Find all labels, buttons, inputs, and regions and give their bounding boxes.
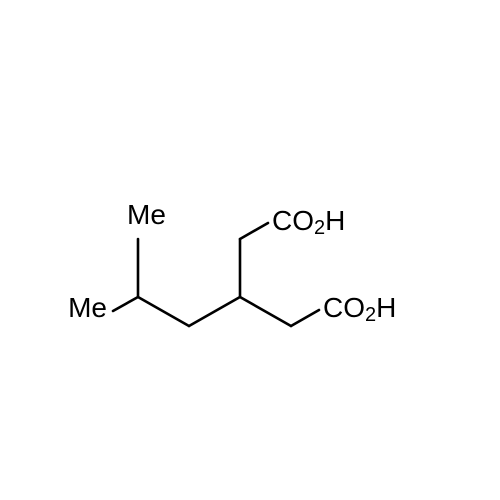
bond bbox=[113, 297, 138, 311]
chemical-structure: Me Me CO2H CO2H bbox=[0, 0, 500, 500]
bond bbox=[291, 310, 319, 326]
atom-label-Me_top: Me bbox=[127, 199, 166, 230]
bond bbox=[240, 297, 291, 326]
bond bbox=[138, 297, 189, 326]
atom-label-COOH_right: CO2H bbox=[323, 292, 396, 326]
atom-label-Me_left: Me bbox=[68, 292, 107, 323]
bond bbox=[189, 297, 240, 326]
bond bbox=[240, 223, 268, 239]
atom-label-COOH_top: CO2H bbox=[272, 205, 345, 239]
